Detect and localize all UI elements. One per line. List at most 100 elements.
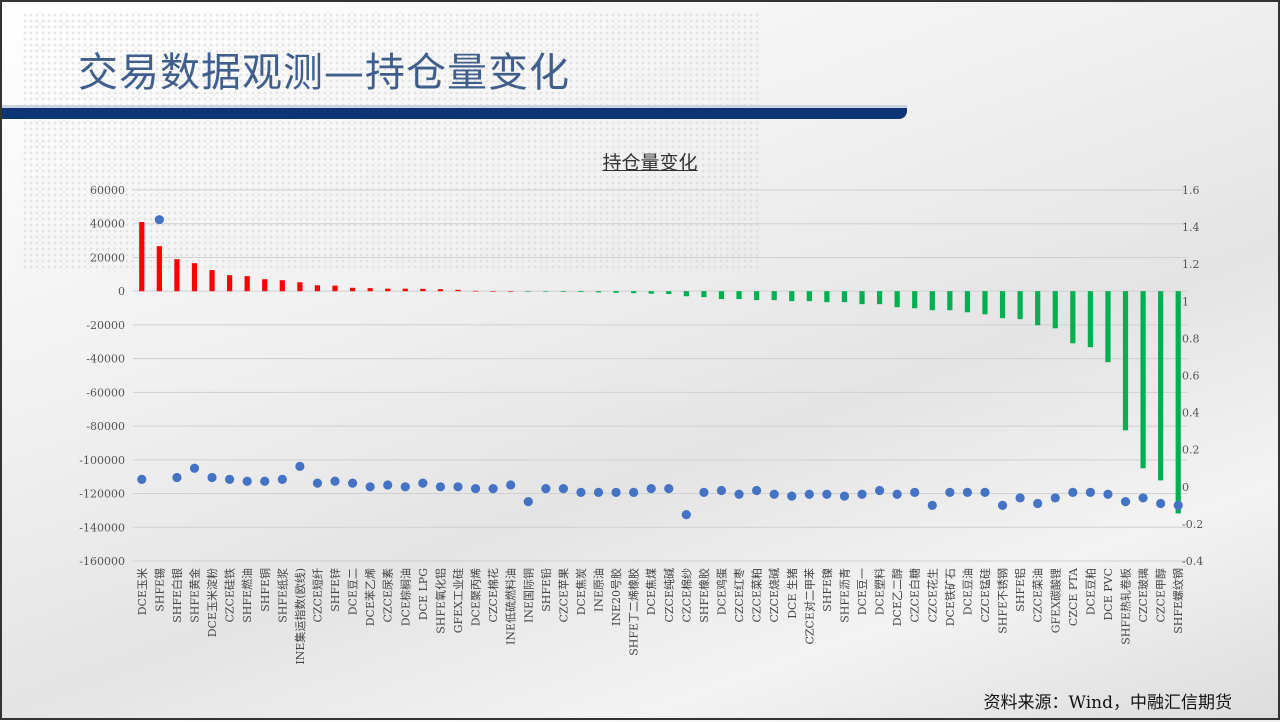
right-tick-label: 0 [1182,481,1189,494]
bar [578,291,584,293]
scatter-point [664,484,674,494]
scatter-point [593,487,604,497]
scatter-point [488,484,498,494]
bar [894,291,900,308]
bar [1070,291,1076,344]
right-tick-label: -0.4 [1182,555,1203,568]
x-tick-label: CZCE红枣 [733,568,746,623]
scatter-point [1033,498,1043,509]
bar [841,291,848,303]
x-tick-label: DCE塑料 [873,568,887,615]
x-tick-label: SHFE沥青 [838,568,851,623]
bar [1052,291,1058,329]
bar [139,222,145,292]
bar [332,285,338,292]
background-dot-map [22,12,762,272]
bar [736,291,742,300]
left-tick-label: 20000 [90,251,125,264]
scatter-point [734,489,744,499]
scatter-point [699,487,709,497]
source-note: 资料来源：Wind，中融汇信期货 [983,693,1232,713]
bar [508,291,514,292]
scatter-point [927,500,937,510]
scatter-point [716,485,727,496]
bar [1035,291,1041,326]
left-tick-label: -100000 [79,454,125,467]
scatter-point [822,489,832,499]
bar [683,291,689,297]
bar [1105,291,1111,363]
x-tick-label: CZCE锰硅 [978,568,992,623]
bar [718,291,725,300]
scatter-point [207,472,217,483]
x-tick-label: DCE苯乙烯 [363,568,377,626]
x-tick-label: SHFE螺纹钢 [1171,568,1185,634]
scatter-point [558,484,568,494]
bar [560,291,566,292]
x-tick-label: DCE LPG [417,568,430,620]
scatter-point [1050,493,1060,503]
scatter-point [980,487,990,497]
bar [999,291,1006,319]
bar [244,276,250,292]
bar [525,291,531,292]
scatter-point [1120,497,1131,507]
x-tick-label: SHFE黄金 [187,568,201,623]
scatter-point [435,482,446,492]
bar [402,288,408,292]
x-tick-label: SHFE铜 [258,568,272,612]
x-tick-label: SHFE锌 [328,568,342,612]
x-tick-label: SHFE热轧卷板 [1119,568,1133,645]
bar [1087,291,1093,348]
bar [947,291,953,311]
left-tick-label: -20000 [86,319,125,332]
left-tick-label: 40000 [90,218,125,231]
x-tick-label: DCE玉米 [136,568,149,615]
scatter-point [242,476,252,486]
bar [912,291,918,309]
x-tick-label: DCE豆一 [856,568,869,615]
scatter-point [506,480,516,490]
scatter-point [769,489,779,499]
x-tick-label: DCE铁矿石 [944,568,957,626]
scatter-point [453,482,463,492]
header-rule [2,108,907,119]
scatter-point [629,487,639,497]
left-tick-label: 0 [118,285,125,298]
bar [824,291,830,303]
x-tick-label: DCE豆粕 [1083,568,1097,615]
bar [1122,291,1129,431]
scatter-point [945,487,955,497]
right-tick-label: 0.6 [1182,370,1200,383]
bar [490,291,496,292]
scatter-point [330,476,340,486]
x-tick-label: SHFE氧化铝 [433,568,447,634]
scatter-point [365,482,375,492]
bar [262,279,268,292]
slide-title: 交易数据观测—持仓量变化 [78,50,570,96]
scatter-point [1085,487,1095,497]
x-tick-label: SHFE纸浆 [275,568,289,623]
scatter-point [225,474,235,484]
x-tick-label: DCE聚丙烯 [470,568,483,626]
scatter-point [997,500,1008,510]
bar [964,291,971,313]
x-tick-label: INE20号胶 [609,568,623,626]
scatter-point [137,474,147,484]
scatter-point [962,487,973,497]
x-tick-label: CZCE甲醇 [1154,568,1168,623]
scatter-point [857,489,867,499]
scatter-point [752,485,762,496]
bar [789,291,795,302]
x-tick-label: CZCE花生 [925,568,939,623]
left-tick-label: -160000 [79,555,125,568]
right-tick-label: 1 [1182,295,1189,308]
x-tick-label: DCE豆二 [347,568,360,615]
scatter-point [1156,498,1166,509]
bar [472,290,479,292]
bar [227,275,233,292]
bar [174,259,180,292]
bar [191,263,198,292]
right-tick-label: 1.6 [1182,184,1200,197]
